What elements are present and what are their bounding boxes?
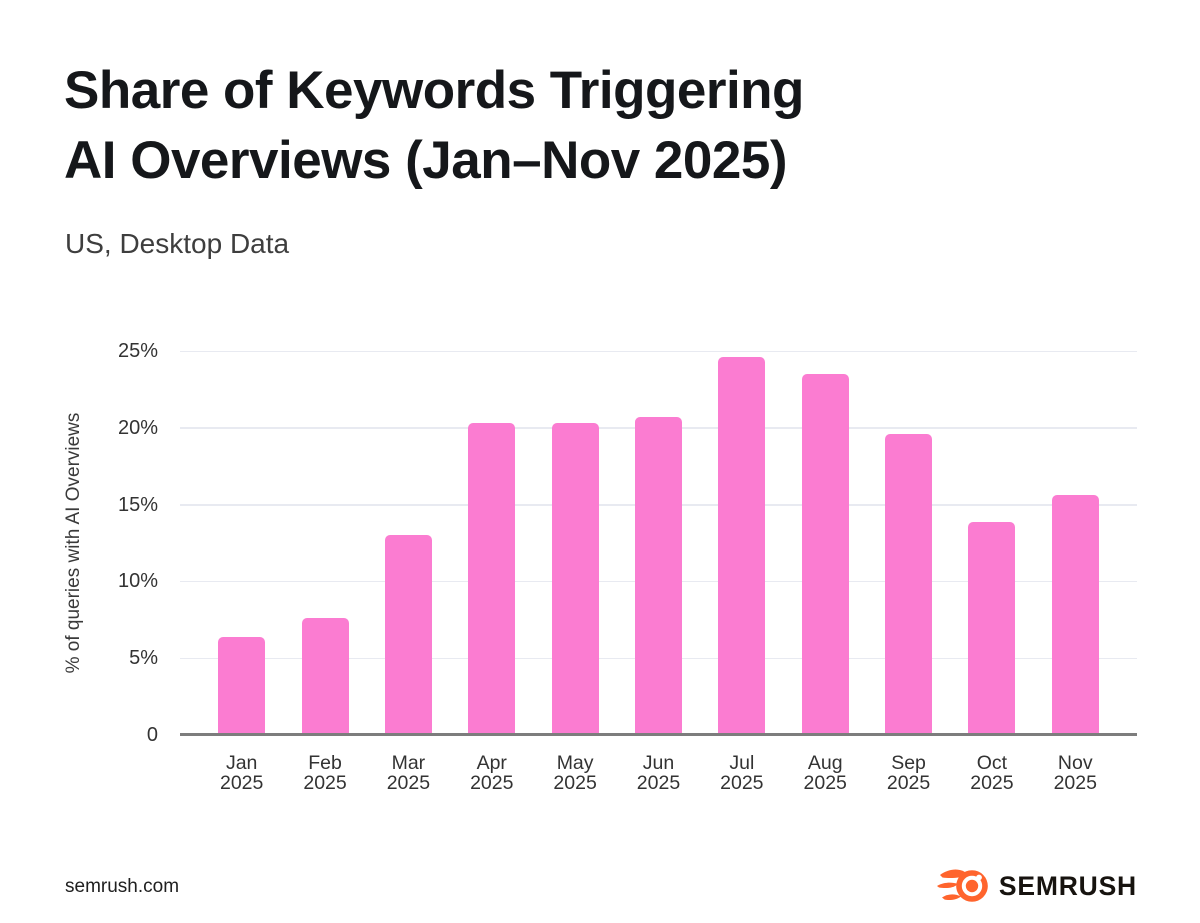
bar-jun <box>634 417 682 735</box>
bar-slot <box>450 423 533 735</box>
semrush-wordmark: SEMRUSH <box>998 870 1137 901</box>
bar-jan <box>218 636 266 735</box>
x-tick-label: Jul 2025 <box>720 752 764 794</box>
bar-may <box>551 423 599 735</box>
bar-slot <box>1034 495 1117 735</box>
bar-slot <box>784 374 867 735</box>
semrush-comet-icon <box>936 865 990 907</box>
bar-mar <box>384 535 432 735</box>
x-axis-baseline <box>180 733 1137 736</box>
x-tick-label: Sep 2025 <box>886 752 931 794</box>
bar-slot <box>283 618 366 735</box>
x-tick-label: Oct 2025 <box>970 752 1014 794</box>
bar-slot <box>700 357 783 735</box>
x-tick-label: Aug 2025 <box>803 752 847 794</box>
page-subtitle: US, Desktop Data <box>65 228 290 259</box>
x-tick-label: May 2025 <box>553 752 597 794</box>
y-tick-label: 10% <box>117 570 158 593</box>
y-tick-label: 5% <box>129 647 158 670</box>
bar-jul <box>718 357 766 735</box>
y-tick-label: 15% <box>117 493 158 516</box>
footer-website-url: semrush.com <box>65 876 180 897</box>
bar-aug <box>801 374 849 735</box>
bar-oct <box>968 521 1016 735</box>
gridline <box>180 350 1137 352</box>
y-axis-tick-labels: 0 5% 10% 15% 20% 25% <box>0 0 158 923</box>
x-axis-tick-labels: Jan 2025 Feb 2025 Mar 2025 Apr 2025 May 2025 Jun 20… <box>200 753 1117 793</box>
semrush-logo: SEMRUSH <box>936 864 1137 908</box>
x-tick-label: Jan 2025 <box>219 752 264 794</box>
x-tick-label: Mar 2025 <box>386 752 431 794</box>
bar-series <box>200 351 1117 735</box>
x-tick-label: Jun 2025 <box>636 752 681 794</box>
x-tick-label: Apr 2025 <box>470 752 514 794</box>
bar-nov <box>1051 495 1099 735</box>
y-tick-label: 0 <box>146 724 158 746</box>
bar-slot <box>950 521 1033 735</box>
bar-sep <box>885 433 933 735</box>
bar-slot <box>533 423 616 735</box>
y-tick-label: 25% <box>117 340 158 362</box>
bar-slot <box>867 433 950 735</box>
bar-apr <box>468 423 516 735</box>
bar-slot <box>617 417 700 735</box>
page-title: Share of Keywords Triggering AI Overview… <box>64 56 804 196</box>
bar-feb <box>301 618 349 735</box>
bar-slot <box>367 535 450 735</box>
x-tick-label: Feb 2025 <box>303 752 347 794</box>
page-title-line-1: Share of Keywords Triggering <box>64 61 804 120</box>
page-title-line-2: AI Overviews (Jan–Nov 2025) <box>64 131 787 190</box>
bar-slot <box>200 636 283 735</box>
y-tick-label: 20% <box>117 416 158 439</box>
x-tick-label: Nov 2025 <box>1053 752 1097 794</box>
